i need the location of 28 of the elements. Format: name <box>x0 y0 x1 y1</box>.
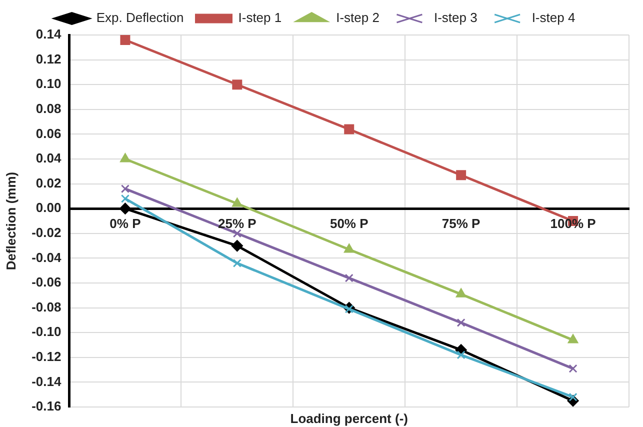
y-tick-label: 0.04 <box>36 150 62 166</box>
y-tick-label: -0.16 <box>32 398 62 414</box>
legend-label: I-step 1 <box>238 10 282 26</box>
x-tick-label: 0% P <box>110 216 142 231</box>
y-axis-title: Deflection (mm) <box>3 172 18 270</box>
legend-label: I-step 3 <box>434 10 478 26</box>
legend-label: I-step 2 <box>336 10 380 26</box>
x-tick-label: 50% P <box>330 216 369 231</box>
legend-label: Exp. Deflection <box>96 10 184 26</box>
x-tick-label: 100% P <box>550 216 596 231</box>
y-tick-label: 0.12 <box>36 51 62 66</box>
y-tick-label: 0.02 <box>36 175 62 190</box>
y-tick-label: 0.08 <box>36 100 62 116</box>
x-tick-label: 25% P <box>218 216 257 231</box>
y-tick-label: -0.12 <box>32 348 62 364</box>
y-tick-label: -0.02 <box>32 224 62 240</box>
y-tick-label: 0.00 <box>36 200 62 216</box>
y-tick-label: -0.08 <box>32 299 62 314</box>
y-tick-label: 0.14 <box>36 26 62 42</box>
y-tick-label: -0.06 <box>32 274 62 290</box>
y-tick-label: -0.04 <box>32 250 62 265</box>
y-tick-label: 0.10 <box>36 76 62 92</box>
x-tick-label: 75% P <box>442 216 481 231</box>
x-axis-title: Loading percent (-) <box>290 411 408 426</box>
y-tick-label: -0.10 <box>32 324 62 340</box>
y-tick-label: 0.06 <box>36 126 62 141</box>
y-tick-label: -0.14 <box>32 374 62 389</box>
legend-label: I-step 4 <box>532 10 576 26</box>
